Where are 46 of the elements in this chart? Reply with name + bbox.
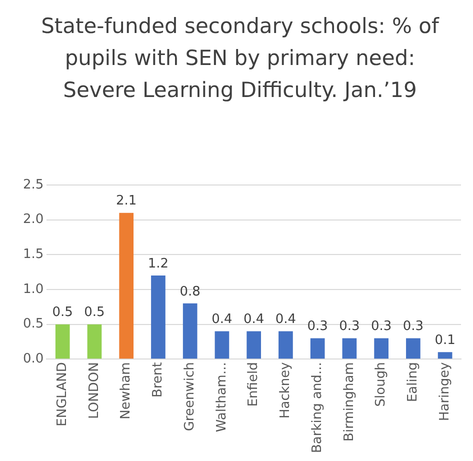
data-label: 0.1 (434, 333, 456, 348)
x-tick-label: Enfield (246, 362, 262, 407)
x-tick-label: ENGLAND (54, 362, 70, 426)
x-tick-label: Brent (150, 362, 166, 398)
bar (374, 338, 388, 359)
data-label: 2.1 (116, 194, 137, 209)
bar (278, 331, 293, 359)
data-label: 0.4 (212, 312, 232, 328)
bar (151, 276, 166, 359)
y-tick-label: 1.0 (22, 282, 44, 297)
data-label: 0.4 (275, 312, 296, 328)
y-tick-label: 0.0 (22, 352, 44, 367)
x-tick-label: Birmingham (342, 362, 357, 442)
bar (310, 338, 325, 359)
bar (55, 324, 70, 359)
x-tick-label: Hackney (278, 362, 294, 419)
data-label: 0.3 (370, 319, 392, 334)
data-label: 0.3 (402, 319, 424, 334)
bar (246, 331, 262, 359)
y-tick-label: 2.0 (22, 212, 44, 228)
data-label: 0.3 (339, 319, 360, 334)
x-tick-label: Ealing (406, 362, 421, 402)
x-tick-label: Slough (374, 362, 389, 407)
y-tick-label: 2.5 (22, 177, 44, 192)
y-tick-label: 0.5 (22, 316, 44, 332)
data-label: 0.5 (84, 305, 105, 320)
x-tick-label: Haringey (437, 362, 452, 422)
x-tick-label: LONDON (86, 362, 102, 419)
data-label: 0.8 (180, 284, 200, 300)
x-tick-label: Barking and... (310, 362, 325, 454)
chart-title: State-funded secondary schools: % of pupils with SEN by primary need: Severe Learning Difficulty. Jan.’19 (40, 13, 440, 104)
data-label: 0.3 (307, 319, 328, 334)
bar (406, 338, 420, 359)
bar (438, 352, 452, 359)
bar (214, 331, 230, 359)
y-tick-label: 1.5 (22, 247, 44, 262)
x-tick-label: Greenwich (182, 362, 198, 432)
data-label: 0.5 (52, 305, 73, 320)
bar (182, 303, 198, 359)
bar (87, 324, 102, 359)
x-tick-label: Waltham... (214, 362, 230, 432)
x-tick-label: Newham (118, 362, 134, 420)
bar (119, 212, 134, 359)
data-label: 0.4 (243, 312, 264, 328)
data-label: 1.2 (148, 256, 169, 272)
bar (342, 338, 357, 359)
